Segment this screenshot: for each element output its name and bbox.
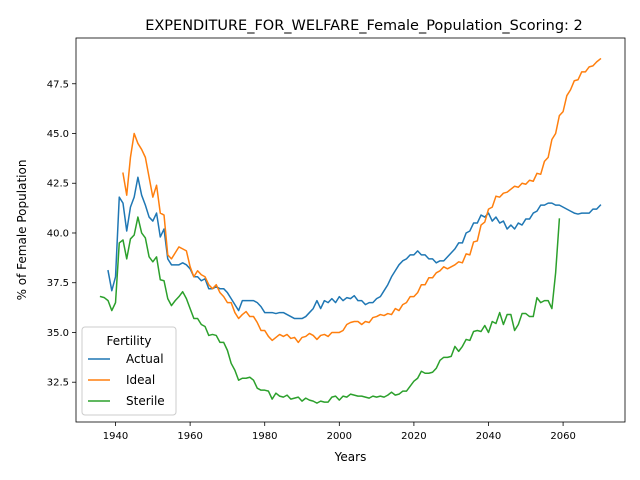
y-axis-label: % of Female Population (15, 160, 29, 301)
x-axis-label: Years (334, 450, 367, 464)
series-layer (99, 57, 602, 404)
x-axis: 1940 1960 1980 2000 2020 2040 2060 (103, 422, 576, 442)
x-tick-label: 1940 (103, 431, 128, 442)
x-tick-label: 2040 (476, 431, 501, 442)
y-tick-label: 35.0 (47, 328, 69, 339)
y-tick-label: 32.5 (47, 378, 69, 389)
legend-title: Fertility (106, 334, 151, 348)
legend-items: Actual Ideal Sterile (88, 352, 165, 408)
series-line-sterile (99, 216, 561, 404)
y-tick-label: 42.5 (47, 179, 69, 190)
x-tick-label: 1980 (252, 431, 277, 442)
legend-label-ideal: Ideal (126, 373, 155, 387)
series-line-ideal (122, 57, 602, 344)
y-tick-label: 40.0 (47, 228, 69, 239)
y-tick-label: 37.5 (47, 278, 69, 289)
chart-title: EXPENDITURE_FOR_WELFARE_Female_Populatio… (145, 18, 583, 34)
legend-label-actual: Actual (126, 352, 164, 366)
legend-label-sterile: Sterile (126, 394, 165, 408)
y-tick-label: 47.5 (47, 79, 69, 90)
x-tick-label: 2000 (327, 431, 352, 442)
x-tick-label: 2020 (401, 431, 426, 442)
legend: Fertility Actual Ideal Sterile (81, 326, 177, 416)
legend-frame (81, 326, 177, 416)
plot-frame (75, 37, 626, 423)
x-tick-label: 1960 (177, 431, 202, 442)
y-axis: 32.5 35.0 37.5 40.0 42.5 45.0 47.5 (47, 79, 76, 389)
y-tick-label: 45.0 (47, 129, 69, 140)
x-tick-label: 2060 (550, 431, 575, 442)
